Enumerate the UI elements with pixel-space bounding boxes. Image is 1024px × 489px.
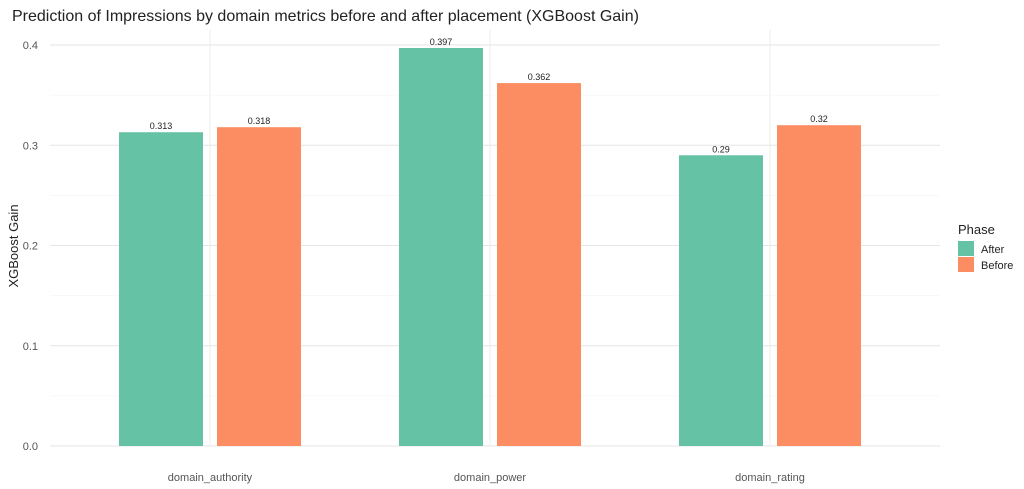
data-label: 0.313 — [150, 121, 173, 131]
data-label: 0.29 — [712, 144, 730, 154]
legend: Phase After Before — [958, 222, 1013, 272]
data-label: 0.318 — [248, 116, 271, 126]
y-tick-label: 0.2 — [23, 241, 38, 253]
y-axis-label: XGBoost Gain — [6, 204, 21, 287]
bar-after-domain_authority — [119, 132, 203, 446]
bar-after-domain_power — [399, 48, 483, 446]
legend-title: Phase — [958, 222, 995, 237]
x-tick-label: domain_rating — [735, 472, 805, 484]
bars — [119, 48, 861, 446]
legend-swatch-before — [958, 257, 974, 272]
x-tick-label: domain_power — [454, 472, 526, 484]
y-axis-ticks: 0.0 0.1 0.2 0.3 0.4 — [23, 40, 38, 453]
bar-before-domain_rating — [777, 125, 861, 446]
y-tick-label: 0.4 — [23, 40, 38, 52]
bar-before-domain_power — [497, 83, 581, 446]
data-label: 0.32 — [810, 114, 828, 124]
legend-label-before: Before — [981, 260, 1013, 272]
x-axis-ticks: domain_authority domain_power domain_ratin… — [168, 472, 805, 484]
bar-after-domain_rating — [679, 155, 763, 446]
data-labels: 0.313 0.318 0.397 0.362 0.29 0.32 — [150, 37, 828, 154]
y-tick-label: 0.3 — [23, 140, 38, 152]
legend-swatch-after — [958, 241, 974, 256]
chart-title: Prediction of Impressions by domain metr… — [12, 8, 639, 25]
x-tick-label: domain_authority — [168, 472, 253, 484]
bar-before-domain_authority — [217, 127, 301, 446]
data-label: 0.362 — [528, 72, 551, 82]
y-tick-label: 0.0 — [23, 441, 38, 453]
data-label: 0.397 — [430, 37, 453, 47]
legend-label-after: After — [981, 244, 1005, 256]
y-tick-label: 0.1 — [23, 341, 38, 353]
